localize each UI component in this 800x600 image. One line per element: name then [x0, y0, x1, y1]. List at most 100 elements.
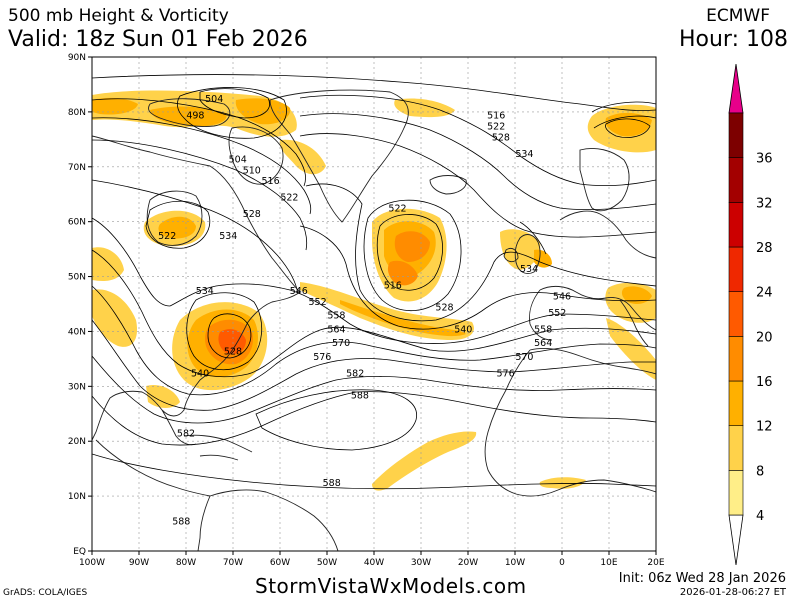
- colorbar-label: 8: [756, 464, 764, 479]
- contour-line: [299, 94, 656, 187]
- grads-credit: GrADS: COLA/IGES: [3, 588, 88, 598]
- colorbar-low-arrow: [728, 514, 744, 566]
- contour-line: [92, 117, 312, 215]
- coastline-central-america: [95, 434, 253, 497]
- colorbar-swatch: [728, 470, 744, 516]
- colorbar-high-arrow: [728, 63, 744, 114]
- contour-line: [255, 389, 417, 451]
- contour-label: 546: [553, 292, 571, 303]
- model-name: ECMWF: [706, 6, 770, 26]
- coastline-hudson-bay: [146, 190, 203, 246]
- contour-label: 522: [487, 121, 505, 132]
- contour-label: 570: [515, 352, 533, 363]
- contour-line: [92, 453, 656, 490]
- contour-label: 564: [534, 338, 552, 349]
- lat-tick-label: 40N: [68, 327, 86, 337]
- colorbar: 4 8 12 16 20 24 28 32 36: [728, 63, 773, 566]
- contour-label: 582: [346, 368, 364, 379]
- contour-line: [92, 217, 656, 344]
- contour-label: 534: [196, 286, 214, 297]
- lat-tick-label: 90N: [68, 53, 86, 63]
- lat-tick-label: 30N: [68, 382, 86, 392]
- contour-label: 516: [487, 110, 505, 121]
- coastline-south-america: [197, 489, 339, 551]
- vort-area: [158, 216, 196, 239]
- vort-area: [218, 329, 246, 355]
- chart-title: 500 mb Height & Vorticity: [8, 6, 229, 26]
- vort-area: [146, 384, 180, 408]
- site-watermark[interactable]: StormVistaWxModels.com: [255, 574, 527, 598]
- contour-label: 522: [388, 204, 406, 215]
- colorbar-label: 36: [756, 152, 773, 167]
- lon-tick-label: 30W: [411, 558, 431, 568]
- contour-label: 522: [158, 231, 176, 242]
- contour-label: 552: [309, 297, 327, 308]
- colorbar-swatch: [728, 246, 744, 292]
- created-time: 2026-01-28-06:27 ET: [679, 587, 786, 598]
- contour-label: 570: [332, 338, 350, 349]
- colorbar-swatch: [728, 202, 744, 248]
- contour-line: [92, 285, 656, 396]
- coastline-italy: [619, 299, 649, 347]
- contour-label: 528: [492, 132, 510, 143]
- contour-line: [145, 200, 210, 249]
- contour-label: 576: [497, 368, 515, 379]
- coastline-greenland: [269, 89, 409, 223]
- contour-label: 510: [243, 165, 261, 176]
- coastline-uk: [503, 234, 541, 274]
- contour-label: 546: [290, 286, 308, 297]
- lon-tick-label: 0: [559, 558, 565, 568]
- lon-tick-label: 60W: [270, 558, 290, 568]
- lon-tick-label: 50W: [317, 558, 337, 568]
- lat-tick-label: 50N: [68, 273, 86, 283]
- coastline-scandinavia: [579, 148, 630, 212]
- contour-line: [376, 214, 443, 291]
- contour-label: 534: [520, 264, 538, 275]
- contour-label: 528: [224, 346, 242, 357]
- lon-tick-label: 70W: [223, 558, 243, 568]
- colorbar-swatch: [728, 157, 744, 203]
- lat-tick-label: 10N: [68, 492, 86, 502]
- vort-area: [372, 431, 477, 491]
- lat-tick-label: EQ: [73, 547, 86, 557]
- vort-area: [340, 300, 466, 337]
- contour-line: [186, 292, 263, 371]
- contour-line: [591, 101, 656, 138]
- contour-line: [92, 249, 656, 378]
- contour-label: 582: [177, 429, 195, 440]
- lon-tick-label: 20W: [458, 558, 478, 568]
- contour-label: 516: [384, 281, 402, 292]
- contour-label: 534: [219, 231, 237, 242]
- contour-label: 504: [229, 154, 247, 165]
- lon-tick-label: 10W: [505, 558, 525, 568]
- colorbar-swatch: [728, 380, 744, 426]
- contour-line: [176, 87, 287, 139]
- vort-area: [387, 260, 418, 286]
- contour-label: 558: [327, 311, 345, 322]
- contour-label: 552: [548, 308, 566, 319]
- contour-line: [92, 139, 308, 251]
- contour-line: [92, 179, 299, 295]
- lat-lon-grid: [92, 57, 656, 551]
- contour-line: [299, 133, 656, 238]
- contour-label: 516: [262, 176, 280, 187]
- colorbar-label: 12: [756, 420, 773, 435]
- height-contours: [92, 74, 656, 490]
- contour-line: [299, 225, 656, 330]
- colorbar-label: 24: [756, 286, 773, 301]
- colorbar-label: 4: [756, 509, 764, 524]
- contour-line: [92, 74, 656, 111]
- valid-time: Valid: 18z Sun 01 Feb 2026: [8, 27, 308, 52]
- contour-label: 588: [323, 478, 341, 489]
- lon-tick-label: 40W: [364, 558, 384, 568]
- contour-label: 534: [515, 149, 533, 160]
- colorbar-label: 28: [756, 241, 773, 256]
- vorticity-shading: [92, 90, 656, 491]
- lon-tick-label: 80W: [176, 558, 196, 568]
- contour-line: [299, 113, 656, 211]
- init-time: Init: 06z Wed 28 Jan 2026: [618, 571, 786, 586]
- contour-label: 504: [205, 94, 223, 105]
- vort-area: [539, 477, 586, 489]
- lat-tick-label: 80N: [68, 108, 86, 118]
- vort-area: [92, 289, 138, 347]
